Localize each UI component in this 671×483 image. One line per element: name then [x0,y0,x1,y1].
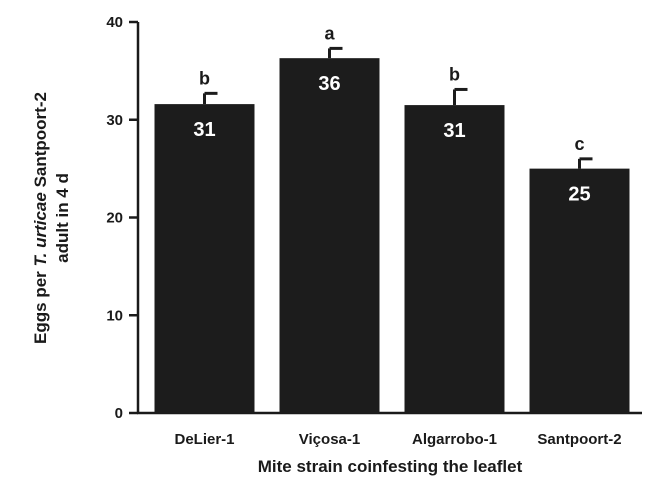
bar-group: 36 a [279,23,380,413]
x-tick-label: Viçosa-1 [299,431,360,448]
y-axis: 0 10 20 30 40 [106,14,140,422]
y-tick-label: 0 [115,405,123,422]
y-axis-title-species: T. urticae [31,192,50,266]
significance-letter: b [449,64,460,84]
y-axis-title-line1: Eggs per T. urticae Santpoort-2 [31,92,50,344]
bar [279,58,380,413]
y-axis-title-suffix: Santpoort-2 [31,92,50,192]
y-tick-label: 30 [106,112,123,129]
y-axis-title-prefix: Eggs per [31,266,50,343]
x-tick-label: Algarrobo-1 [412,431,497,448]
bar-value-label: 36 [318,73,340,95]
bar-group: 25 c [529,134,630,413]
y-axis-title-line2: adult in 4 d [53,173,72,263]
x-axis-title: Mite strain coinfesting the leaflet [258,457,523,476]
bar-value-label: 31 [443,120,465,142]
bar-value-label: 31 [193,119,215,141]
bar-group: 31 b [404,64,505,414]
y-tick-label: 40 [106,14,123,31]
bar [154,104,255,414]
bars: 31 b 36 a 31 b 25 c [154,23,630,414]
x-tick-label: Santpoort-2 [537,431,621,448]
bar-group: 31 b [154,68,255,414]
x-tick-label: DeLier-1 [174,431,234,448]
significance-letter: a [324,23,335,43]
y-axis-title: Eggs per T. urticae Santpoort-2 adult in… [31,92,72,344]
bar-value-label: 25 [568,184,590,206]
bar [404,105,505,414]
category-labels: DeLier-1 Viçosa-1 Algarrobo-1 Santpoort-2 [174,431,621,448]
bar [529,168,630,413]
significance-letter: b [199,68,210,88]
y-tick-label: 20 [106,210,123,227]
y-tick-label: 10 [106,307,123,324]
significance-letter: c [574,134,584,154]
